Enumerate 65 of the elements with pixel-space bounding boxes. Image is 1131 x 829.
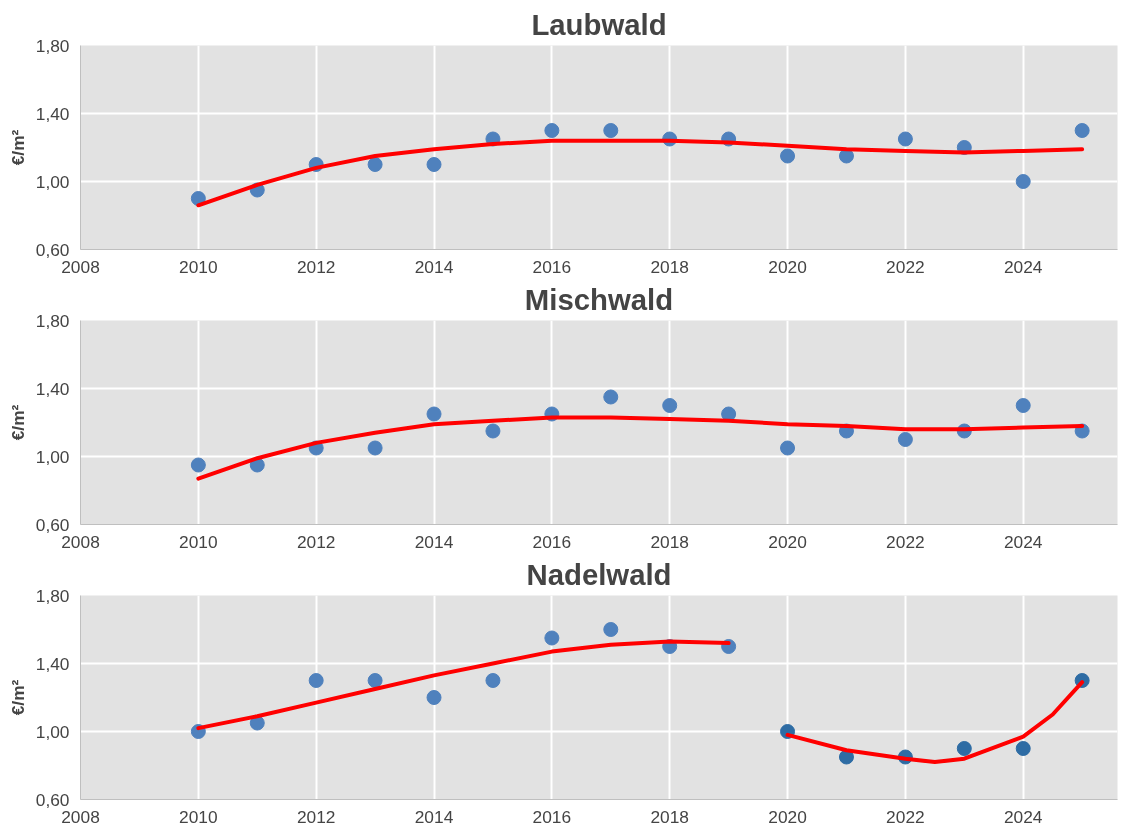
y-tick-label: 1,80: [35, 585, 70, 606]
x-tick-label: 2018: [650, 531, 689, 552]
x-tick-label: 2010: [179, 256, 218, 277]
point: [1015, 174, 1031, 189]
y-tick-label: 1,40: [35, 378, 70, 399]
point: [897, 131, 913, 147]
x-tick-label: 2012: [296, 256, 336, 277]
x-tick-label: 2024: [1003, 531, 1043, 552]
point: [367, 440, 383, 456]
y-tick-label: 1,00: [35, 446, 70, 467]
y-axis-title: €/m²: [7, 129, 28, 166]
point: [780, 148, 796, 164]
point: [956, 741, 972, 756]
x-tick-label: 2016: [532, 531, 572, 552]
point: [367, 157, 383, 172]
y-tick-label: 1,00: [35, 721, 70, 742]
point: [485, 673, 501, 688]
point: [662, 398, 678, 413]
point: [190, 457, 206, 473]
point: [780, 440, 796, 456]
point: [1074, 123, 1090, 138]
x-tick-label: 2014: [414, 256, 454, 277]
x-tick-label: 2020: [768, 256, 807, 277]
chart-title: Mischwald: [524, 282, 674, 316]
x-tick-label: 2010: [179, 531, 218, 552]
point: [897, 432, 913, 447]
point: [485, 423, 501, 439]
point: [1015, 741, 1031, 756]
x-tick-label: 2018: [650, 256, 689, 277]
x-tick-label: 2014: [414, 531, 454, 552]
point: [544, 630, 560, 646]
y-tick-label: 1,40: [35, 653, 70, 674]
chart-title: Nadelwald: [526, 557, 672, 591]
x-tick-label: 2012: [296, 531, 336, 552]
x-tick-label: 2022: [886, 256, 925, 277]
point: [603, 389, 619, 405]
y-tick-label: 1,00: [35, 171, 70, 192]
x-tick-label: 2022: [886, 531, 925, 552]
x-tick-label: 2012: [296, 806, 336, 827]
point: [544, 123, 560, 138]
point: [603, 123, 619, 138]
x-tick-label: 2010: [179, 806, 218, 827]
point: [426, 690, 442, 705]
point: [426, 157, 442, 172]
x-tick-label: 2024: [1003, 806, 1043, 827]
x-tick-label: 2020: [768, 806, 807, 827]
point: [367, 673, 383, 688]
x-tick-label: 2024: [1003, 256, 1043, 277]
x-tick-label: 2022: [886, 806, 925, 827]
point: [603, 622, 619, 637]
x-tick-label: 2016: [532, 806, 572, 827]
point: [308, 673, 324, 688]
point: [1015, 398, 1031, 413]
x-tick-label: 2016: [532, 256, 572, 277]
x-tick-label: 2018: [650, 806, 689, 827]
y-tick-label: 1,40: [35, 103, 70, 124]
y-tick-label: 1,80: [35, 35, 70, 56]
y-axis-title: €/m²: [7, 404, 28, 441]
x-tick-label: 2014: [414, 806, 454, 827]
y-axis-title: €/m²: [7, 679, 28, 716]
point: [838, 749, 854, 765]
y-tick-label: 1,80: [35, 310, 70, 331]
point: [426, 406, 442, 422]
chart-title: Laubwald: [531, 7, 667, 41]
x-tick-label: 2020: [768, 531, 807, 552]
